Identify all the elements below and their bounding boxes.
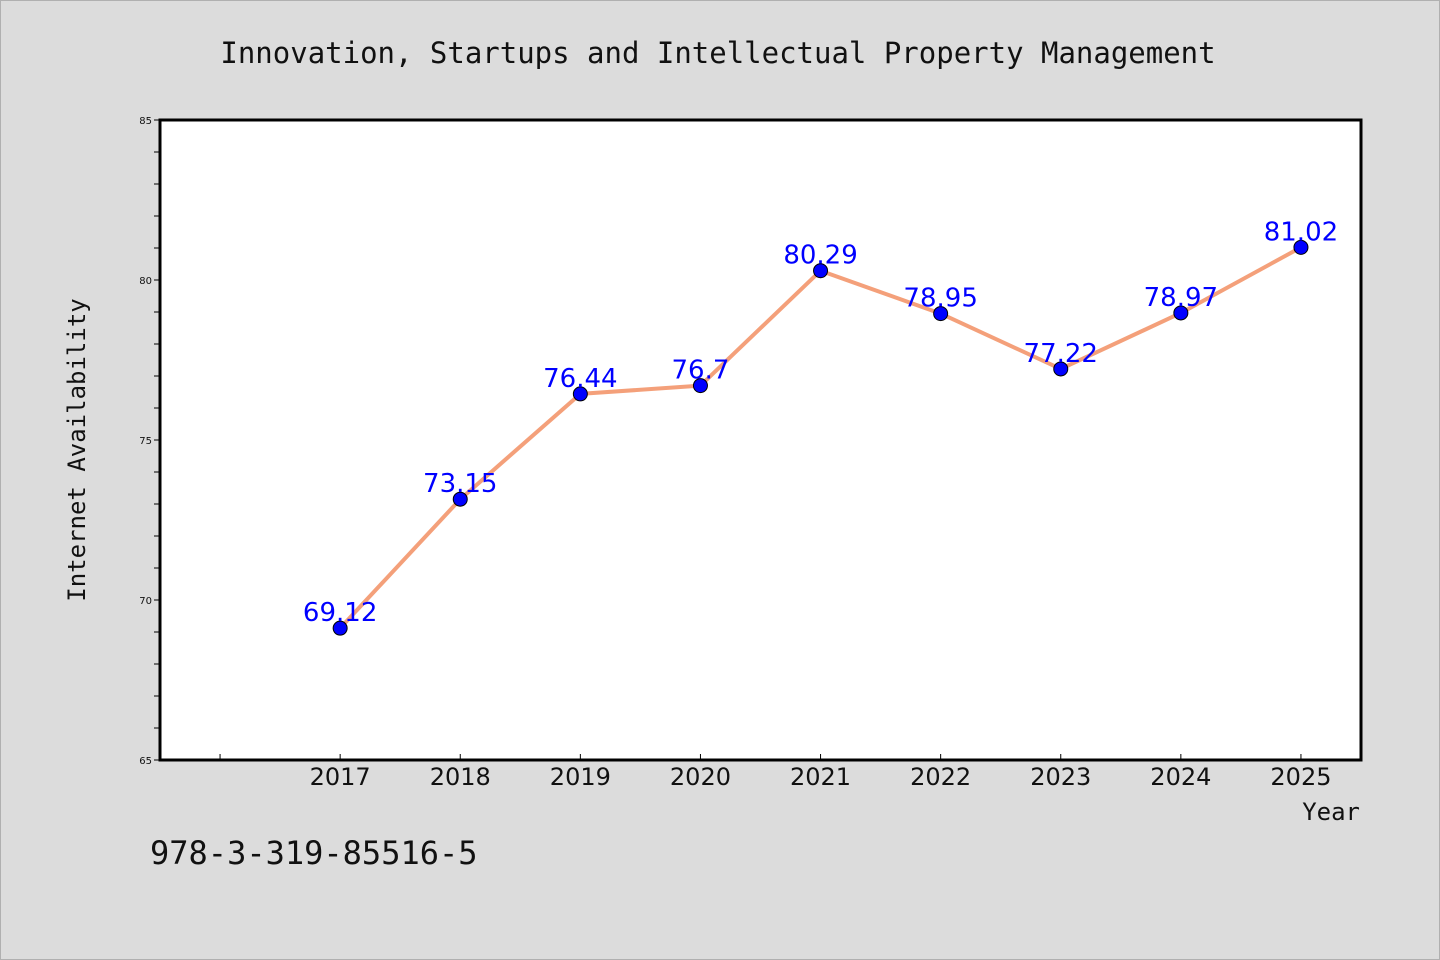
plot-area	[158, 118, 1363, 762]
data-point-marker	[332, 620, 348, 636]
data-label: 76.7	[672, 356, 730, 386]
x-tick-label: 2024	[1150, 763, 1211, 791]
data-point-marker	[813, 263, 829, 279]
data-label: 77.22	[1024, 339, 1098, 369]
y-tick-label: 85	[139, 116, 152, 127]
y-tick-label: 80	[139, 276, 152, 287]
y-axis: 65 70 75 80 85	[139, 116, 160, 767]
data-label: 76.44	[543, 364, 617, 394]
data-label: 78.95	[903, 284, 977, 314]
data-point-marker	[452, 491, 468, 507]
x-axis: 2017 2018 2019 2020 2021 2022 2023 2024 2025	[219, 754, 1331, 791]
data-point-marker	[1173, 305, 1189, 321]
x-tick-label: 2021	[790, 763, 851, 791]
data-point-marker	[572, 386, 588, 402]
x-axis-label: Year	[1302, 798, 1360, 826]
isbn-text: 978-3-319-85516-5	[150, 834, 478, 872]
x-tick-label: 2023	[1030, 763, 1091, 791]
data-point-marker	[933, 306, 949, 322]
data-label: 80.29	[783, 241, 857, 271]
data-point-marker	[1053, 361, 1069, 377]
x-tick-label: 2018	[430, 763, 491, 791]
x-tick-label: 2019	[550, 763, 611, 791]
data-label: 69.12	[303, 598, 377, 628]
y-tick-label: 65	[139, 756, 152, 767]
data-point-marker	[1293, 239, 1309, 255]
x-tick-label: 2025	[1270, 763, 1331, 791]
data-label: 78.97	[1144, 283, 1218, 313]
y-tick-label: 75	[139, 436, 152, 447]
series-group: 69.12 73.15 76.44 76.7 80.29 78.95 77.22 78.97 8…	[303, 217, 1338, 636]
y-axis-label: Internet Availability	[63, 298, 91, 601]
data-label: 81.02	[1264, 217, 1338, 247]
data-label: 73.15	[423, 469, 497, 499]
x-tick-label: 2017	[310, 763, 371, 791]
x-tick-label: 2022	[910, 763, 971, 791]
x-tick-label: 2020	[670, 763, 731, 791]
data-point-marker	[692, 378, 708, 394]
chart-title: Innovation, Startups and Intellectual Pr…	[220, 36, 1215, 70]
y-tick-label: 70	[139, 596, 152, 607]
